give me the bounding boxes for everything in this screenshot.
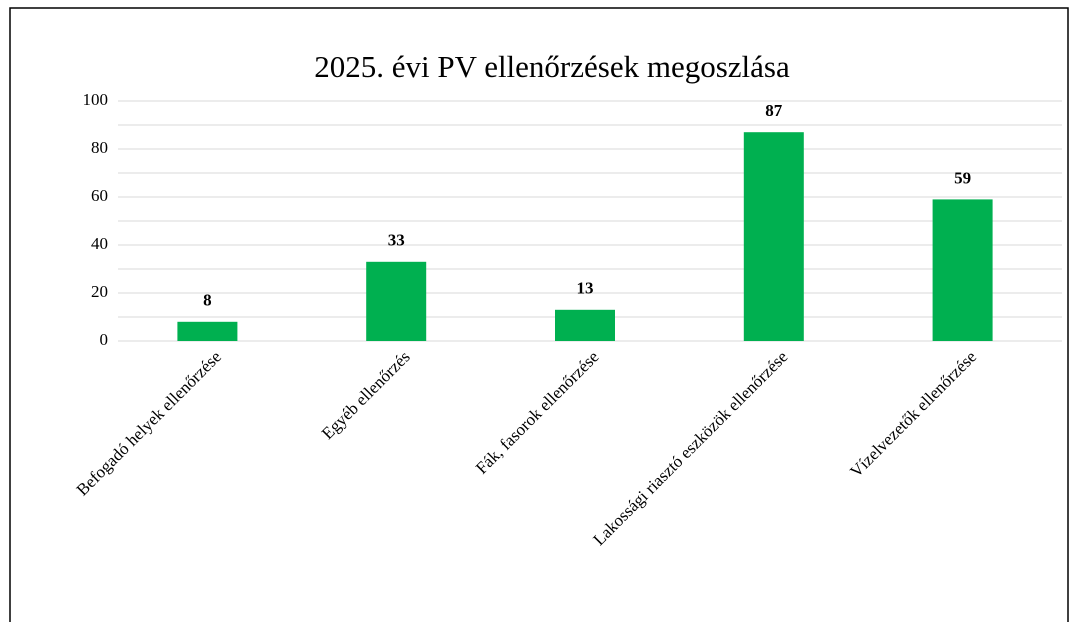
- y-tick-label: 100: [83, 90, 109, 109]
- data-label: 13: [577, 279, 594, 298]
- chart-title: 2025. évi PV ellenőrzések megoszlása: [314, 49, 790, 84]
- chart-frame: [9, 7, 1069, 627]
- bar: [743, 132, 804, 341]
- data-label: 8: [203, 291, 212, 310]
- bar: [177, 321, 238, 341]
- bar: [555, 309, 615, 341]
- data-label: 33: [388, 231, 405, 250]
- data-label: 59: [954, 168, 971, 187]
- bar: [366, 261, 427, 341]
- y-tick-label: 80: [91, 138, 108, 157]
- y-tick-label: 40: [91, 234, 108, 253]
- y-tick-label: 60: [91, 186, 108, 205]
- y-tick-label: 0: [100, 330, 109, 349]
- y-tick-label: 20: [91, 282, 108, 301]
- data-label: 87: [765, 101, 783, 120]
- bar: [932, 199, 993, 341]
